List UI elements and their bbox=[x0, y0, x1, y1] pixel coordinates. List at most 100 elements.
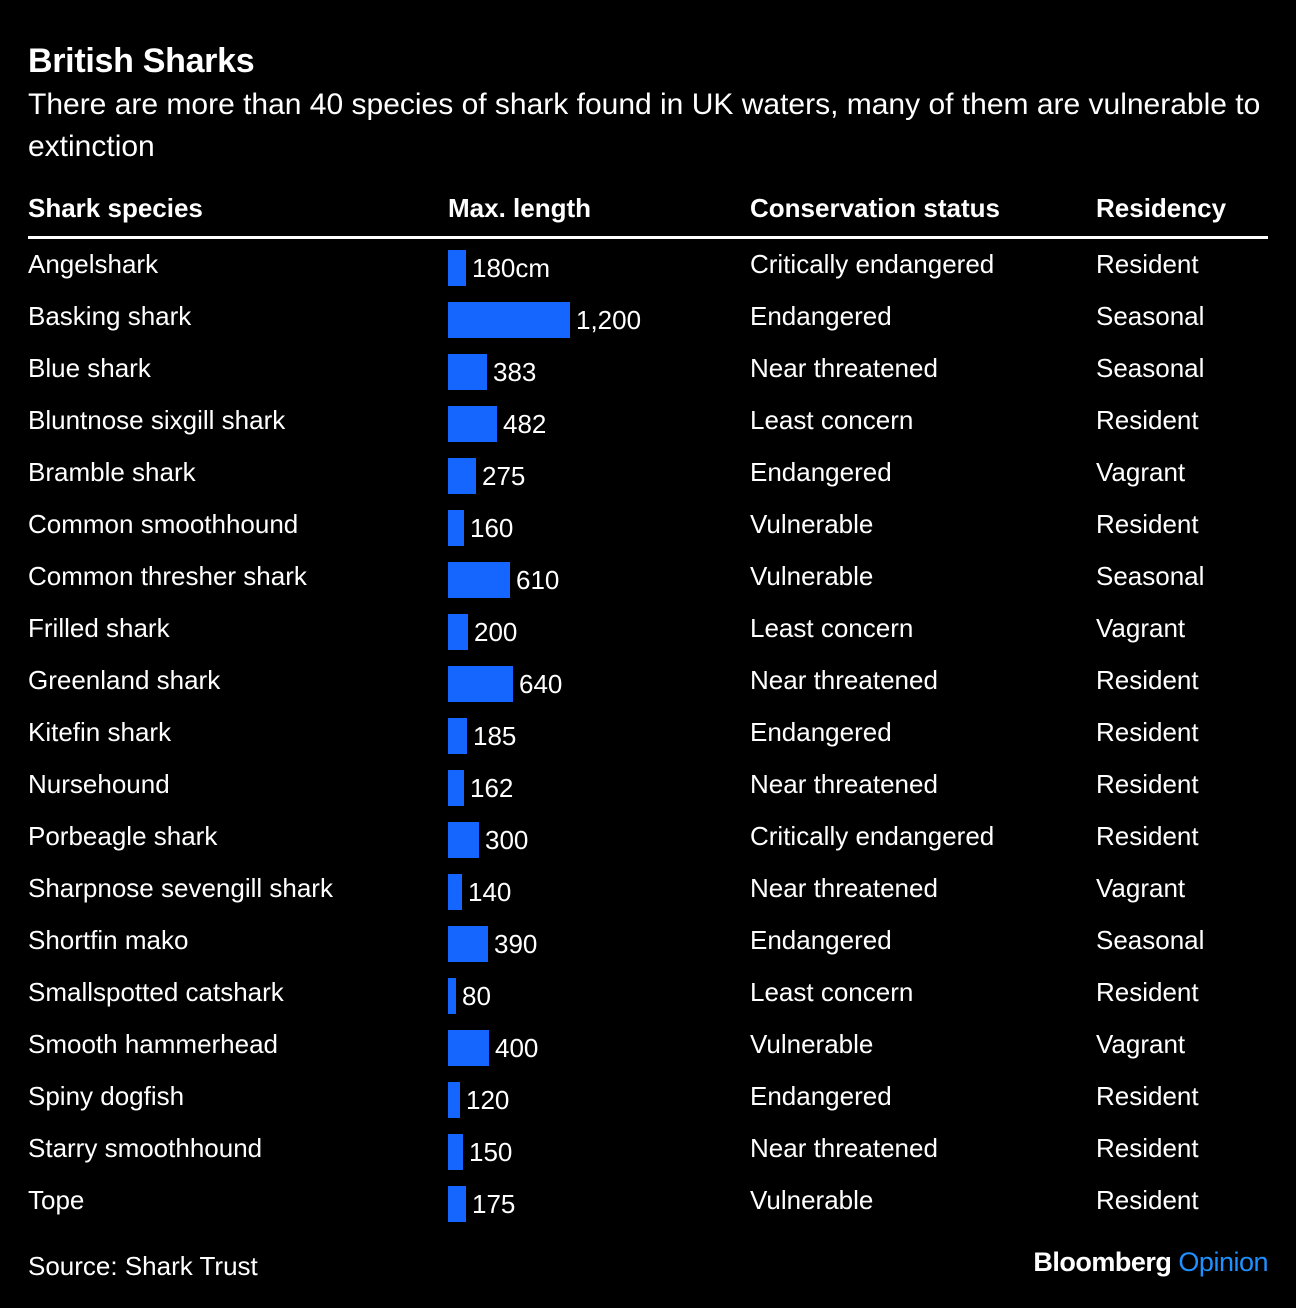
header-length: Max. length bbox=[448, 193, 592, 223]
species-cell: Basking shark bbox=[28, 301, 192, 331]
status-cell: Vulnerable bbox=[750, 1029, 874, 1059]
header-status: Conservation status bbox=[750, 193, 1000, 223]
residency-cell: Resident bbox=[1096, 821, 1199, 851]
residency-cell: Vagrant bbox=[1096, 613, 1186, 643]
source-note: Source: Shark Trust bbox=[28, 1251, 258, 1281]
residency-cell: Resident bbox=[1096, 1185, 1199, 1215]
species-cell: Smallspotted catshark bbox=[28, 977, 284, 1007]
header-divider bbox=[28, 236, 1268, 239]
table-row: Shortfin mako 390 Endangered Seasonal bbox=[0, 920, 1296, 972]
status-cell: Endangered bbox=[750, 1081, 892, 1111]
residency-cell: Resident bbox=[1096, 665, 1199, 695]
length-bar bbox=[448, 978, 456, 1014]
status-cell: Least concern bbox=[750, 405, 914, 435]
table-row: Smooth hammerhead 400 Vulnerable Vagrant bbox=[0, 1024, 1296, 1076]
shark-table-body: Angelshark 180cm Critically endangered Resi… bbox=[0, 244, 1296, 1232]
table-row: Porbeagle shark 300 Critically endangered R… bbox=[0, 816, 1296, 868]
species-cell: Starry smoothhound bbox=[28, 1133, 263, 1163]
residency-cell: Vagrant bbox=[1096, 1029, 1186, 1059]
status-cell: Endangered bbox=[750, 925, 892, 955]
length-bar bbox=[448, 510, 464, 546]
species-cell: Blue shark bbox=[28, 353, 151, 383]
table-row: Basking shark 1,200 Endangered Seasonal bbox=[0, 296, 1296, 348]
length-bar bbox=[448, 1134, 463, 1170]
length-bar bbox=[448, 302, 570, 338]
species-cell: Nursehound bbox=[28, 769, 170, 799]
bloomberg-opinion-logo: Bloomberg Opinion bbox=[1033, 1244, 1268, 1280]
status-cell: Least concern bbox=[750, 613, 914, 643]
species-cell: Frilled shark bbox=[28, 613, 170, 643]
length-label: 300 bbox=[485, 825, 529, 855]
header-species: Shark species bbox=[28, 193, 203, 223]
residency-cell: Resident bbox=[1096, 405, 1199, 435]
length-bar bbox=[448, 822, 479, 858]
chart-title: British Sharks bbox=[28, 42, 255, 80]
length-label: 383 bbox=[493, 357, 537, 387]
species-cell: Common thresher shark bbox=[28, 561, 307, 591]
length-label: 275 bbox=[482, 461, 526, 491]
length-bar bbox=[448, 458, 476, 494]
species-cell: Angelshark bbox=[28, 249, 159, 279]
species-cell: Tope bbox=[28, 1185, 85, 1215]
length-bar bbox=[448, 1186, 466, 1222]
length-label: 160 bbox=[470, 513, 514, 543]
length-bar bbox=[448, 1082, 460, 1118]
species-cell: Greenland shark bbox=[28, 665, 221, 695]
residency-cell: Resident bbox=[1096, 1081, 1199, 1111]
length-label: 80 bbox=[462, 981, 491, 1011]
residency-cell: Seasonal bbox=[1096, 353, 1205, 383]
header-residency: Residency bbox=[1096, 193, 1227, 223]
length-bar bbox=[448, 770, 464, 806]
status-cell: Endangered bbox=[750, 717, 892, 747]
species-cell: Kitefin shark bbox=[28, 717, 172, 747]
species-cell: Spiny dogfish bbox=[28, 1081, 185, 1111]
length-label: 185 bbox=[473, 721, 517, 751]
length-label: 175 bbox=[472, 1189, 516, 1219]
brand-name: Bloomberg bbox=[1033, 1247, 1172, 1277]
species-cell: Smooth hammerhead bbox=[28, 1029, 279, 1059]
table-row: Bramble shark 275 Endangered Vagrant bbox=[0, 452, 1296, 504]
length-bar bbox=[448, 614, 468, 650]
residency-cell: Resident bbox=[1096, 977, 1199, 1007]
table-row: Tope 175 Vulnerable Resident bbox=[0, 1180, 1296, 1232]
status-cell: Least concern bbox=[750, 977, 914, 1007]
residency-cell: Vagrant bbox=[1096, 873, 1186, 903]
length-label: 180cm bbox=[472, 253, 551, 283]
table-row: Spiny dogfish 120 Endangered Resident bbox=[0, 1076, 1296, 1128]
length-label: 640 bbox=[519, 669, 563, 699]
residency-cell: Seasonal bbox=[1096, 301, 1205, 331]
table-row: Greenland shark 640 Near threatened Residen… bbox=[0, 660, 1296, 712]
status-cell: Vulnerable bbox=[750, 561, 874, 591]
length-label: 390 bbox=[494, 929, 538, 959]
length-label: 610 bbox=[516, 565, 560, 595]
status-cell: Near threatened bbox=[750, 353, 938, 383]
status-cell: Vulnerable bbox=[750, 509, 874, 539]
species-cell: Porbeagle shark bbox=[28, 821, 218, 851]
length-bar bbox=[448, 666, 513, 702]
residency-cell: Resident bbox=[1096, 249, 1199, 279]
status-cell: Critically endangered bbox=[750, 821, 995, 851]
length-bar bbox=[448, 354, 487, 390]
status-cell: Endangered bbox=[750, 301, 892, 331]
length-label: 1,200 bbox=[576, 305, 642, 335]
status-cell: Near threatened bbox=[750, 769, 938, 799]
length-label: 120 bbox=[466, 1085, 510, 1115]
residency-cell: Resident bbox=[1096, 509, 1199, 539]
length-bar bbox=[448, 926, 488, 962]
brand-section: Opinion bbox=[1178, 1247, 1268, 1277]
status-cell: Endangered bbox=[750, 457, 892, 487]
species-cell: Bramble shark bbox=[28, 457, 196, 487]
table-row: Blue shark 383 Near threatened Seasonal bbox=[0, 348, 1296, 400]
residency-cell: Resident bbox=[1096, 717, 1199, 747]
length-bar bbox=[448, 406, 497, 442]
status-cell: Critically endangered bbox=[750, 249, 995, 279]
status-cell: Vulnerable bbox=[750, 1185, 874, 1215]
species-cell: Common smoothhound bbox=[28, 509, 299, 539]
length-bar bbox=[448, 874, 462, 910]
table-row: Bluntnose sixgill shark 482 Least concern R… bbox=[0, 400, 1296, 452]
table-row: Common thresher shark 610 Vulnerable Season… bbox=[0, 556, 1296, 608]
table-row: Starry smoothhound 150 Near threatened Resi… bbox=[0, 1128, 1296, 1180]
table-row: Common smoothhound 160 Vulnerable Resident bbox=[0, 504, 1296, 556]
length-label: 400 bbox=[495, 1033, 539, 1063]
status-cell: Near threatened bbox=[750, 665, 938, 695]
